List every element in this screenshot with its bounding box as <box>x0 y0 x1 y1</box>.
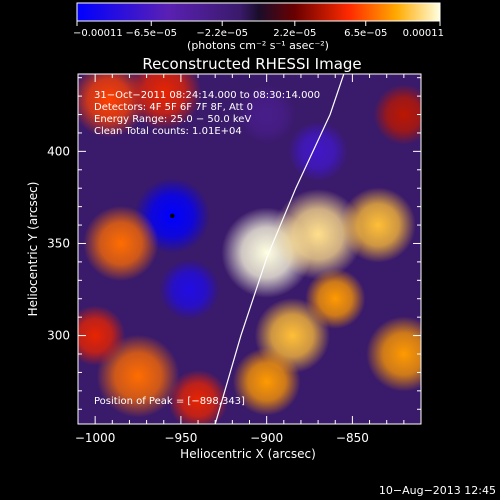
heatmap-blob <box>126 74 202 131</box>
colorbar-tick-label: −0.00011 <box>73 28 123 39</box>
axis-ticks: −1000 −950 −900 −850 300 350 400 <box>47 74 422 445</box>
colorbar-tick-label: −6.5e−05 <box>125 28 177 39</box>
colorbar <box>76 2 441 22</box>
heatmap-blob <box>232 347 301 416</box>
info-line: Detectors: 4F 5F 6F 7F 8F, Att 0 <box>94 102 253 113</box>
info-line: Energy Range: 25.0 − 50.0 keV <box>94 114 251 125</box>
y-tick-label: 400 <box>47 144 70 158</box>
y-tick-label: 350 <box>47 236 70 250</box>
colorbar-tick-label: 6.5e−05 <box>344 28 387 39</box>
heatmap-blob <box>272 188 364 280</box>
peak-label: Position of Peak = [−898,343] <box>94 396 245 407</box>
x-tick-label: −900 <box>250 431 283 445</box>
colorbar-tick-label: 2.2e−05 <box>273 28 316 39</box>
colorbar-ticks: −0.00011 −6.5e−05 −2.2e−05 2.2e−05 6.5e−05 0.… <box>73 21 444 39</box>
heatmap-blobs <box>78 74 421 424</box>
colorbar-tick-label: 0.00011 <box>403 28 444 39</box>
heatmap-blob <box>236 84 297 145</box>
info-line: 31−Oct−2011 08:24:14.000 to 08:30:14.000 <box>94 90 320 101</box>
heatmap-blob <box>287 121 349 182</box>
heatmap-blob <box>366 316 421 392</box>
x-tick-label: −950 <box>164 431 197 445</box>
x-axis-label: Heliocentric X (arcsec) <box>180 447 316 461</box>
y-axis-label: Heliocentric Y (arcsec) <box>26 182 40 317</box>
footer-timestamp: 10−Aug−2013 12:45 <box>378 484 496 497</box>
heatmap-blob <box>305 268 366 329</box>
info-text: 31−Oct−2011 08:24:14.000 to 08:30:14.000… <box>94 90 320 137</box>
info-line: Clean Total counts: 1.01E+04 <box>94 126 242 137</box>
colorbar-tick-label: −2.2e−05 <box>196 28 248 39</box>
heatmap-blob <box>167 369 229 424</box>
heatmap-blob <box>340 187 416 263</box>
heatmap-blob <box>373 84 421 145</box>
peak-marker <box>170 213 175 219</box>
heatmap-blob <box>78 305 126 366</box>
x-tick-label: −1000 <box>75 431 116 445</box>
x-tick-label: −850 <box>336 431 369 445</box>
heatmap-blob <box>83 205 159 282</box>
heatmap-blob <box>159 259 220 320</box>
y-tick-label: 300 <box>47 329 70 343</box>
colorbar-units: (photons cm⁻² s⁻¹ asec⁻²) <box>187 39 329 52</box>
chart-title: Reconstructed RHESSI Image <box>142 55 361 73</box>
solar-limb <box>214 74 345 424</box>
